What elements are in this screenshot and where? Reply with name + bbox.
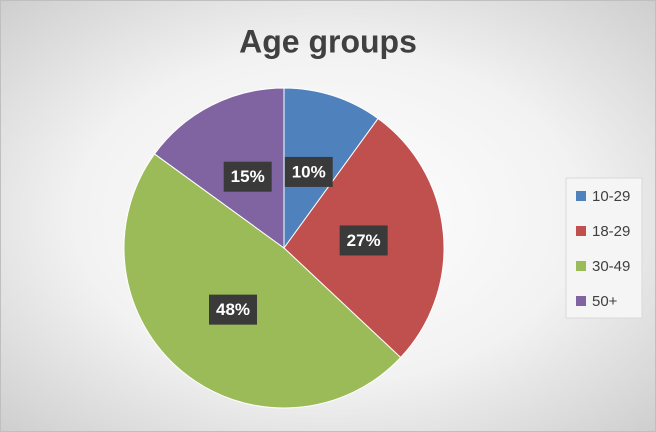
legend-label: 10-29 <box>592 188 630 205</box>
legend-label: 30-49 <box>592 258 630 275</box>
legend-label: 18-29 <box>592 223 630 240</box>
pie-slice <box>123 153 402 409</box>
data-label: 10% <box>292 162 326 181</box>
chart-title: Age groups <box>239 23 417 59</box>
data-label-box <box>339 225 388 256</box>
legend-label: 50+ <box>592 293 618 310</box>
legend-box <box>565 177 643 319</box>
data-label: 48% <box>216 300 250 319</box>
legend-swatch <box>576 226 586 236</box>
pie-slice <box>153 87 285 249</box>
legend-swatch <box>576 296 586 306</box>
data-label: 15% <box>231 167 265 186</box>
data-label-box <box>284 156 333 187</box>
legend-swatch <box>576 261 586 271</box>
legend-swatch <box>576 191 586 201</box>
data-label-box <box>209 294 258 325</box>
data-label-box <box>223 161 272 192</box>
data-label: 27% <box>347 231 381 250</box>
